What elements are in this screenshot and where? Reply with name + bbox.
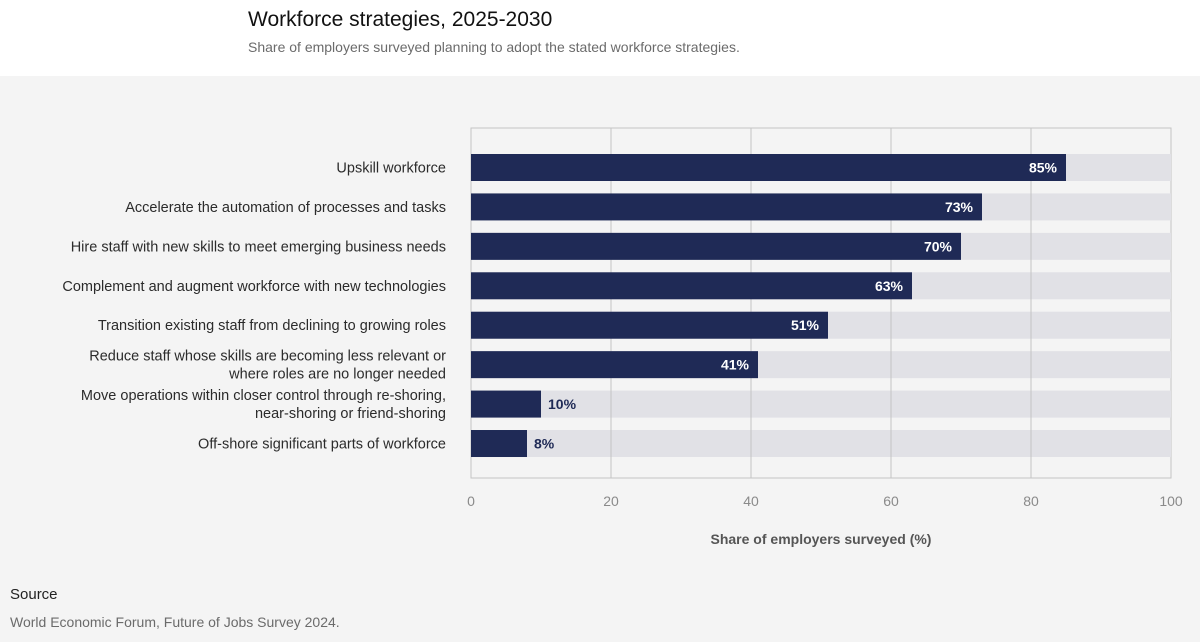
category-label: Reduce staff whose skills are becoming l… [89,349,446,365]
bar-track [471,390,1171,418]
data-label: 51% [791,317,820,333]
data-label: 41% [721,357,750,373]
data-label: 73% [945,199,974,215]
data-label: 63% [875,278,904,294]
x-tick-label: 100 [1159,493,1183,509]
category-label: Move operations within closer control th… [81,388,446,404]
bar [471,272,912,300]
data-label: 85% [1029,160,1058,176]
bar [471,232,961,260]
source-label: Source [10,586,58,603]
x-tick-label: 60 [883,493,899,509]
bar [471,193,982,221]
header: Workforce strategies, 2025-2030 Share of… [0,0,1200,76]
x-tick-label: 80 [1023,493,1039,509]
chart-title: Workforce strategies, 2025-2030 [248,8,553,31]
category-label: Off-shore significant parts of workforce [198,437,446,453]
bar [471,390,541,418]
source-text: World Economic Forum, Future of Jobs Sur… [10,614,340,630]
category-label: near-shoring or friend-shoring [255,406,446,422]
bar [471,154,1066,181]
category-label: Hire staff with new skills to meet emerg… [71,239,446,255]
bar [471,351,758,379]
x-tick-label: 40 [743,493,759,509]
x-axis-title: Share of employers surveyed (%) [711,531,932,547]
category-label: Accelerate the automation of processes a… [125,200,446,216]
x-tick-label: 0 [467,493,475,509]
category-label: Upskill workforce [336,161,446,177]
chart-subtitle: Share of employers surveyed planning to … [248,39,740,55]
category-label: Complement and augment workforce with ne… [62,279,446,295]
bar [471,430,527,458]
data-label: 70% [924,238,953,254]
x-tick-label: 20 [603,493,619,509]
data-label: 8% [534,436,555,452]
bar [471,311,828,339]
bar-track [471,430,1171,458]
category-label: where roles are no longer needed [228,367,446,383]
data-label: 10% [548,396,577,412]
category-label: Transition existing staff from declining… [98,318,446,334]
plot-frame [470,127,1172,479]
